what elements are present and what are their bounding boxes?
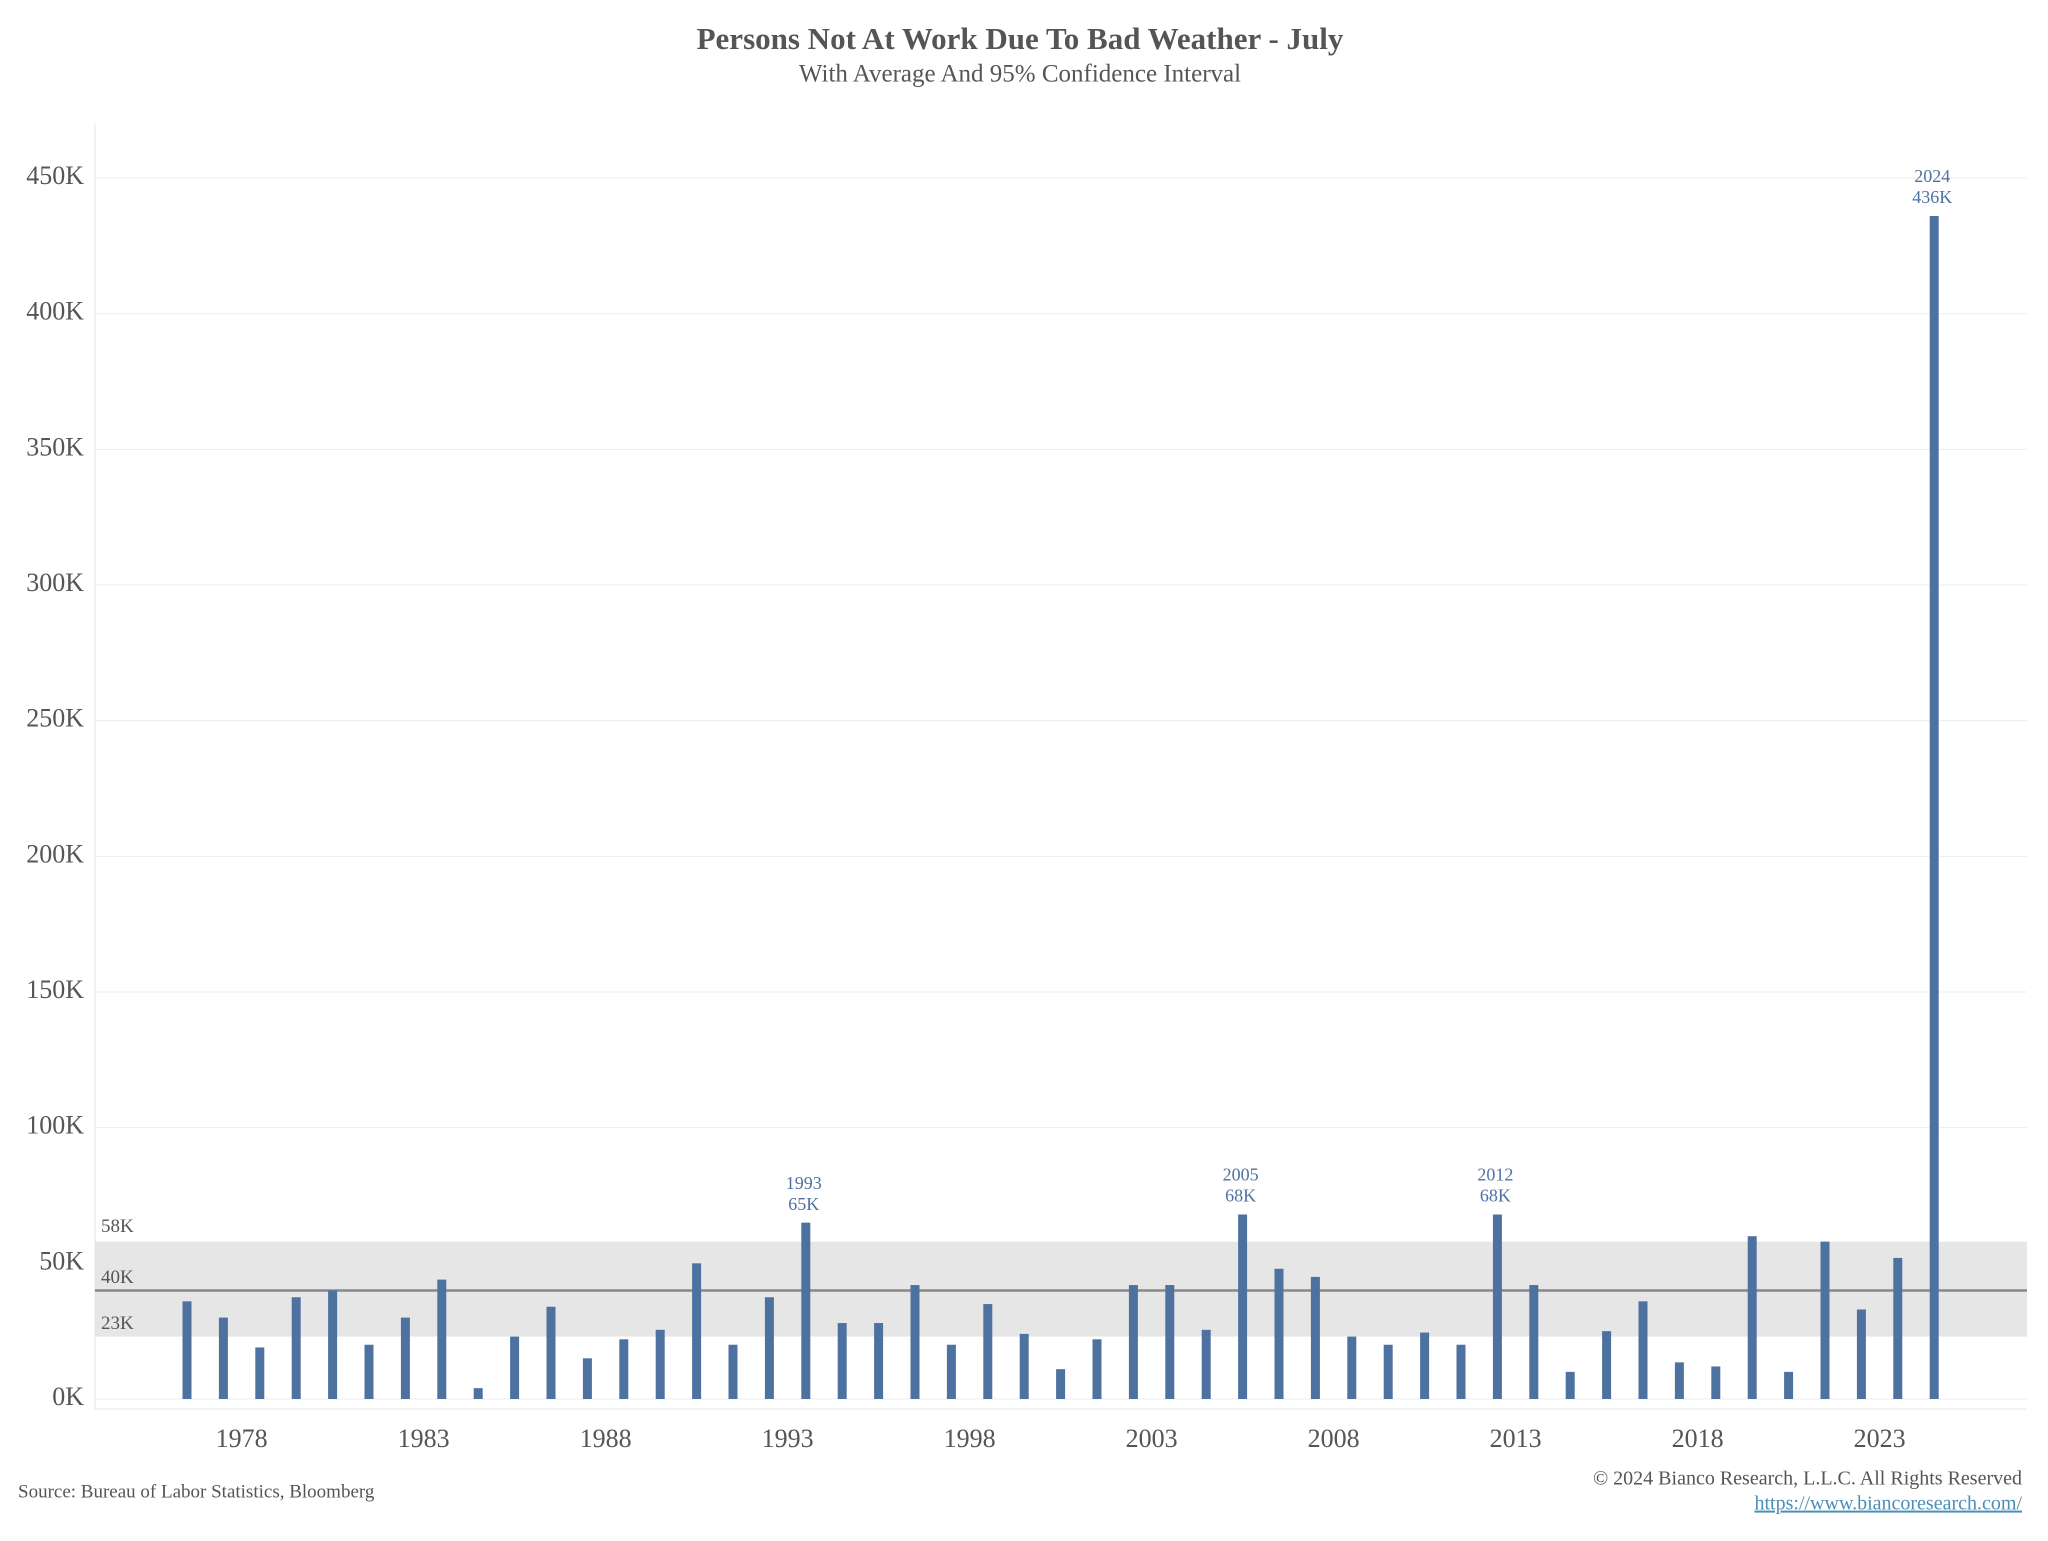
value-label: 68K bbox=[1225, 1186, 1256, 1206]
bar bbox=[655, 1329, 665, 1399]
bar bbox=[1565, 1371, 1575, 1399]
bar bbox=[1019, 1333, 1029, 1399]
bar bbox=[1347, 1336, 1357, 1399]
bar bbox=[182, 1301, 192, 1399]
x-tick-label: 1988 bbox=[580, 1424, 632, 1453]
copyright: © 2024 Bianco Research, L.L.C. All Right… bbox=[1593, 1468, 2022, 1490]
bar bbox=[510, 1336, 520, 1399]
bar bbox=[582, 1358, 592, 1399]
bar bbox=[1456, 1344, 1466, 1399]
bar bbox=[1893, 1257, 1903, 1399]
bar bbox=[728, 1344, 738, 1399]
bar bbox=[1602, 1331, 1612, 1399]
bar bbox=[910, 1285, 920, 1399]
y-tick-label: 200K bbox=[26, 839, 84, 868]
bar bbox=[1201, 1329, 1211, 1399]
x-tick-label: 1978 bbox=[216, 1424, 268, 1453]
y-tick-label: 50K bbox=[39, 1246, 84, 1275]
x-tick-label: 1993 bbox=[762, 1424, 814, 1453]
bar bbox=[291, 1297, 301, 1399]
chart-subtitle: With Average And 95% Confidence Interval bbox=[799, 61, 1241, 88]
bar bbox=[1056, 1369, 1066, 1399]
confidence-band bbox=[95, 1241, 2027, 1337]
x-tick-label: 2018 bbox=[1672, 1424, 1724, 1453]
bar bbox=[1711, 1366, 1721, 1399]
bar bbox=[1784, 1371, 1794, 1399]
annotation-year: 2012 bbox=[1477, 1165, 1513, 1185]
bar bbox=[619, 1339, 629, 1399]
bar bbox=[1383, 1344, 1393, 1399]
bar bbox=[1092, 1339, 1102, 1399]
chart-title: Persons Not At Work Due To Bad Weather -… bbox=[697, 21, 1344, 56]
bar bbox=[1529, 1285, 1539, 1399]
average-label: 40K bbox=[101, 1267, 134, 1288]
annotation-year: 1993 bbox=[786, 1173, 822, 1193]
annotation-year: 2024 bbox=[1914, 166, 1950, 186]
bar bbox=[1420, 1332, 1430, 1399]
bar bbox=[946, 1344, 956, 1399]
bar bbox=[1274, 1268, 1284, 1399]
bar bbox=[1492, 1214, 1502, 1399]
value-label: 65K bbox=[788, 1194, 819, 1214]
bar bbox=[1165, 1285, 1175, 1399]
y-tick-label: 150K bbox=[26, 975, 84, 1004]
bar bbox=[764, 1297, 774, 1399]
x-tick-label: 2013 bbox=[1490, 1424, 1542, 1453]
x-tick-label: 2023 bbox=[1854, 1424, 1906, 1453]
bar bbox=[692, 1263, 702, 1399]
y-tick-label: 400K bbox=[26, 297, 84, 326]
bar bbox=[1747, 1236, 1757, 1399]
bar bbox=[1638, 1301, 1648, 1399]
band-high-label: 58K bbox=[101, 1216, 134, 1237]
bar bbox=[400, 1317, 410, 1399]
bar bbox=[218, 1317, 228, 1399]
x-tick-label: 2003 bbox=[1126, 1424, 1178, 1453]
x-tick-label: 1998 bbox=[944, 1424, 996, 1453]
x-tick-label: 1983 bbox=[398, 1424, 450, 1453]
url-link[interactable]: https://www.biancoresearch.com/ bbox=[1754, 1493, 2022, 1515]
bar bbox=[1128, 1285, 1138, 1399]
y-tick-label: 250K bbox=[26, 704, 84, 733]
bar bbox=[437, 1279, 447, 1399]
bar bbox=[1929, 215, 1939, 1399]
value-label: 436K bbox=[1912, 187, 1952, 207]
band-low-label: 23K bbox=[101, 1313, 134, 1334]
source: Source: Bureau of Labor Statistics, Bloo… bbox=[18, 1481, 375, 1502]
y-tick-label: 300K bbox=[26, 568, 84, 597]
bar bbox=[1310, 1276, 1320, 1399]
bar bbox=[364, 1344, 374, 1399]
y-tick-label: 0K bbox=[52, 1382, 84, 1411]
bar bbox=[473, 1388, 483, 1399]
value-label: 68K bbox=[1480, 1186, 1511, 1206]
x-tick-label: 2008 bbox=[1308, 1424, 1360, 1453]
bar bbox=[983, 1304, 993, 1399]
y-tick-label: 450K bbox=[26, 161, 84, 190]
bar bbox=[1238, 1214, 1248, 1399]
bar bbox=[801, 1222, 811, 1399]
annotation-year: 2005 bbox=[1223, 1165, 1259, 1185]
bar bbox=[874, 1323, 884, 1399]
bar bbox=[255, 1347, 265, 1399]
bar bbox=[837, 1323, 847, 1399]
y-tick-label: 350K bbox=[26, 432, 84, 461]
bar bbox=[1674, 1362, 1684, 1399]
bar bbox=[546, 1306, 556, 1399]
y-tick-label: 100K bbox=[26, 1111, 84, 1140]
bar bbox=[328, 1290, 338, 1399]
bar bbox=[1856, 1309, 1866, 1399]
bar bbox=[1820, 1241, 1830, 1399]
